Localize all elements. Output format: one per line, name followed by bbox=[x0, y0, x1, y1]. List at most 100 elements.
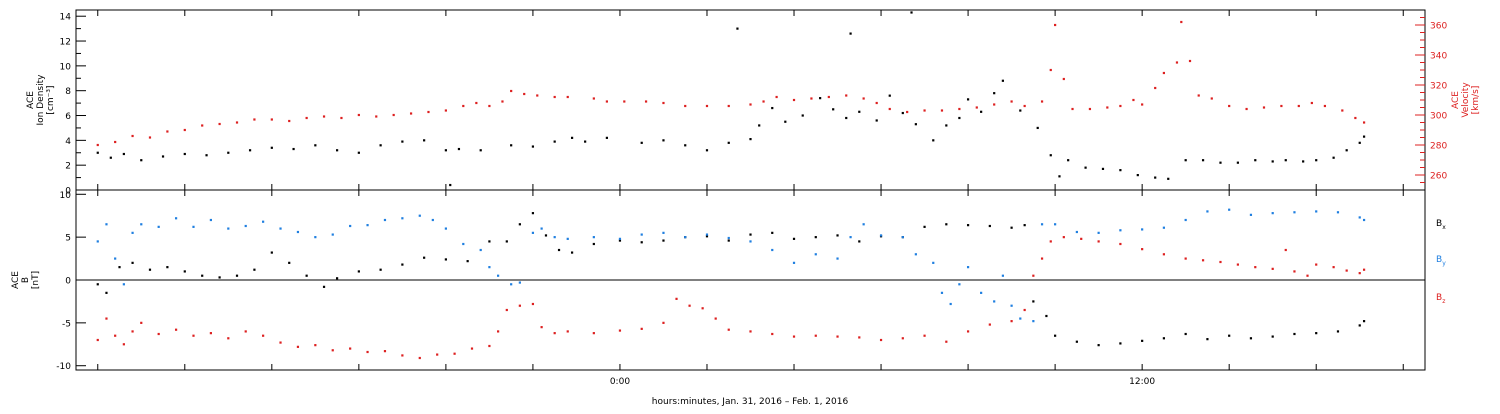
data-point bbox=[423, 139, 426, 142]
data-point bbox=[427, 110, 430, 114]
data-point bbox=[279, 341, 282, 344]
data-point bbox=[401, 140, 404, 143]
data-point bbox=[1084, 166, 1087, 169]
data-point bbox=[497, 330, 500, 333]
data-point bbox=[1132, 98, 1135, 102]
data-point bbox=[1088, 107, 1092, 111]
y-tick-label: 5 bbox=[65, 234, 71, 244]
y-axis-label: [cm⁻³] bbox=[46, 85, 56, 114]
data-point bbox=[192, 225, 195, 228]
data-point bbox=[553, 332, 556, 335]
data-point bbox=[1362, 320, 1366, 323]
data-point bbox=[1284, 248, 1287, 252]
data-point bbox=[209, 218, 212, 222]
data-point bbox=[1054, 223, 1057, 226]
labels-layer: 0:00 12:00 0 2 4 6 8 10 12 14 260 280 300 320 340 360 -1… bbox=[11, 13, 1481, 387]
data-point bbox=[235, 121, 239, 124]
data-point bbox=[379, 268, 382, 271]
data-point bbox=[727, 328, 730, 331]
y2-tick-label: 280 bbox=[1430, 142, 1447, 152]
data-point bbox=[1271, 335, 1274, 338]
data-point bbox=[705, 104, 709, 108]
data-point bbox=[1010, 320, 1013, 323]
data-point bbox=[1271, 160, 1274, 163]
data-point bbox=[553, 95, 556, 99]
y2-tick-label: 260 bbox=[1430, 172, 1447, 182]
data-point bbox=[1019, 109, 1022, 112]
legend-subscript: z bbox=[1442, 298, 1445, 305]
data-point bbox=[227, 337, 230, 340]
data-point bbox=[114, 334, 117, 337]
data-point bbox=[836, 234, 839, 237]
data-point bbox=[814, 236, 817, 239]
data-point bbox=[640, 241, 643, 244]
data-point bbox=[845, 94, 848, 97]
data-point bbox=[1306, 274, 1309, 277]
data-point bbox=[662, 321, 665, 324]
data-point bbox=[1167, 177, 1170, 180]
data-point bbox=[1040, 223, 1044, 226]
data-point bbox=[771, 332, 774, 336]
data-point bbox=[383, 218, 387, 222]
data-point bbox=[640, 327, 643, 330]
data-point bbox=[201, 124, 204, 127]
data-point bbox=[1188, 59, 1192, 63]
data-point bbox=[531, 302, 535, 306]
data-point bbox=[331, 233, 334, 236]
data-point bbox=[462, 104, 465, 108]
data-point bbox=[1049, 240, 1052, 243]
data-point bbox=[501, 100, 504, 103]
data-point bbox=[1262, 106, 1266, 109]
data-point bbox=[1019, 317, 1022, 320]
data-point bbox=[1101, 167, 1105, 170]
data-point bbox=[1271, 267, 1274, 270]
y2-tick-label: 300 bbox=[1430, 112, 1447, 122]
data-point bbox=[418, 214, 421, 217]
data-point bbox=[270, 146, 273, 149]
data-point bbox=[792, 261, 796, 264]
data-point bbox=[888, 94, 891, 97]
data-point bbox=[288, 119, 291, 123]
y-tick-label: 8 bbox=[65, 87, 71, 97]
data-point bbox=[314, 144, 317, 147]
data-point bbox=[457, 147, 461, 151]
data-point bbox=[1206, 210, 1209, 213]
legend-entry: By bbox=[1436, 255, 1446, 267]
data-point bbox=[1062, 77, 1065, 81]
data-point bbox=[758, 124, 761, 127]
data-point bbox=[836, 335, 839, 338]
data-point bbox=[183, 270, 186, 273]
data-point bbox=[618, 237, 622, 240]
data-point bbox=[1141, 103, 1144, 106]
data-point bbox=[518, 281, 521, 284]
data-point bbox=[475, 101, 478, 105]
y-tick-label: 10 bbox=[60, 191, 72, 201]
data-point bbox=[166, 130, 169, 133]
data-point bbox=[444, 109, 447, 112]
data-point bbox=[1058, 175, 1061, 178]
data-point bbox=[288, 261, 291, 264]
data-point bbox=[644, 100, 648, 103]
data-point bbox=[383, 350, 387, 353]
data-point bbox=[736, 27, 739, 30]
y-axis-label: [km/s] bbox=[1471, 86, 1481, 115]
data-point bbox=[727, 141, 730, 144]
data-point bbox=[505, 240, 508, 243]
data-point bbox=[148, 136, 152, 139]
data-point bbox=[296, 345, 300, 348]
data-point bbox=[553, 140, 556, 143]
data-point bbox=[1184, 257, 1187, 260]
data-point bbox=[488, 344, 491, 348]
data-point bbox=[1362, 135, 1366, 138]
data-point bbox=[305, 274, 308, 277]
data-point bbox=[1075, 230, 1078, 234]
data-point bbox=[945, 340, 948, 343]
data-point bbox=[1119, 229, 1122, 232]
data-point bbox=[966, 330, 970, 333]
data-point bbox=[174, 328, 178, 331]
data-point bbox=[357, 113, 360, 117]
data-point bbox=[1001, 274, 1004, 277]
data-point bbox=[335, 149, 339, 152]
data-point bbox=[366, 224, 369, 227]
